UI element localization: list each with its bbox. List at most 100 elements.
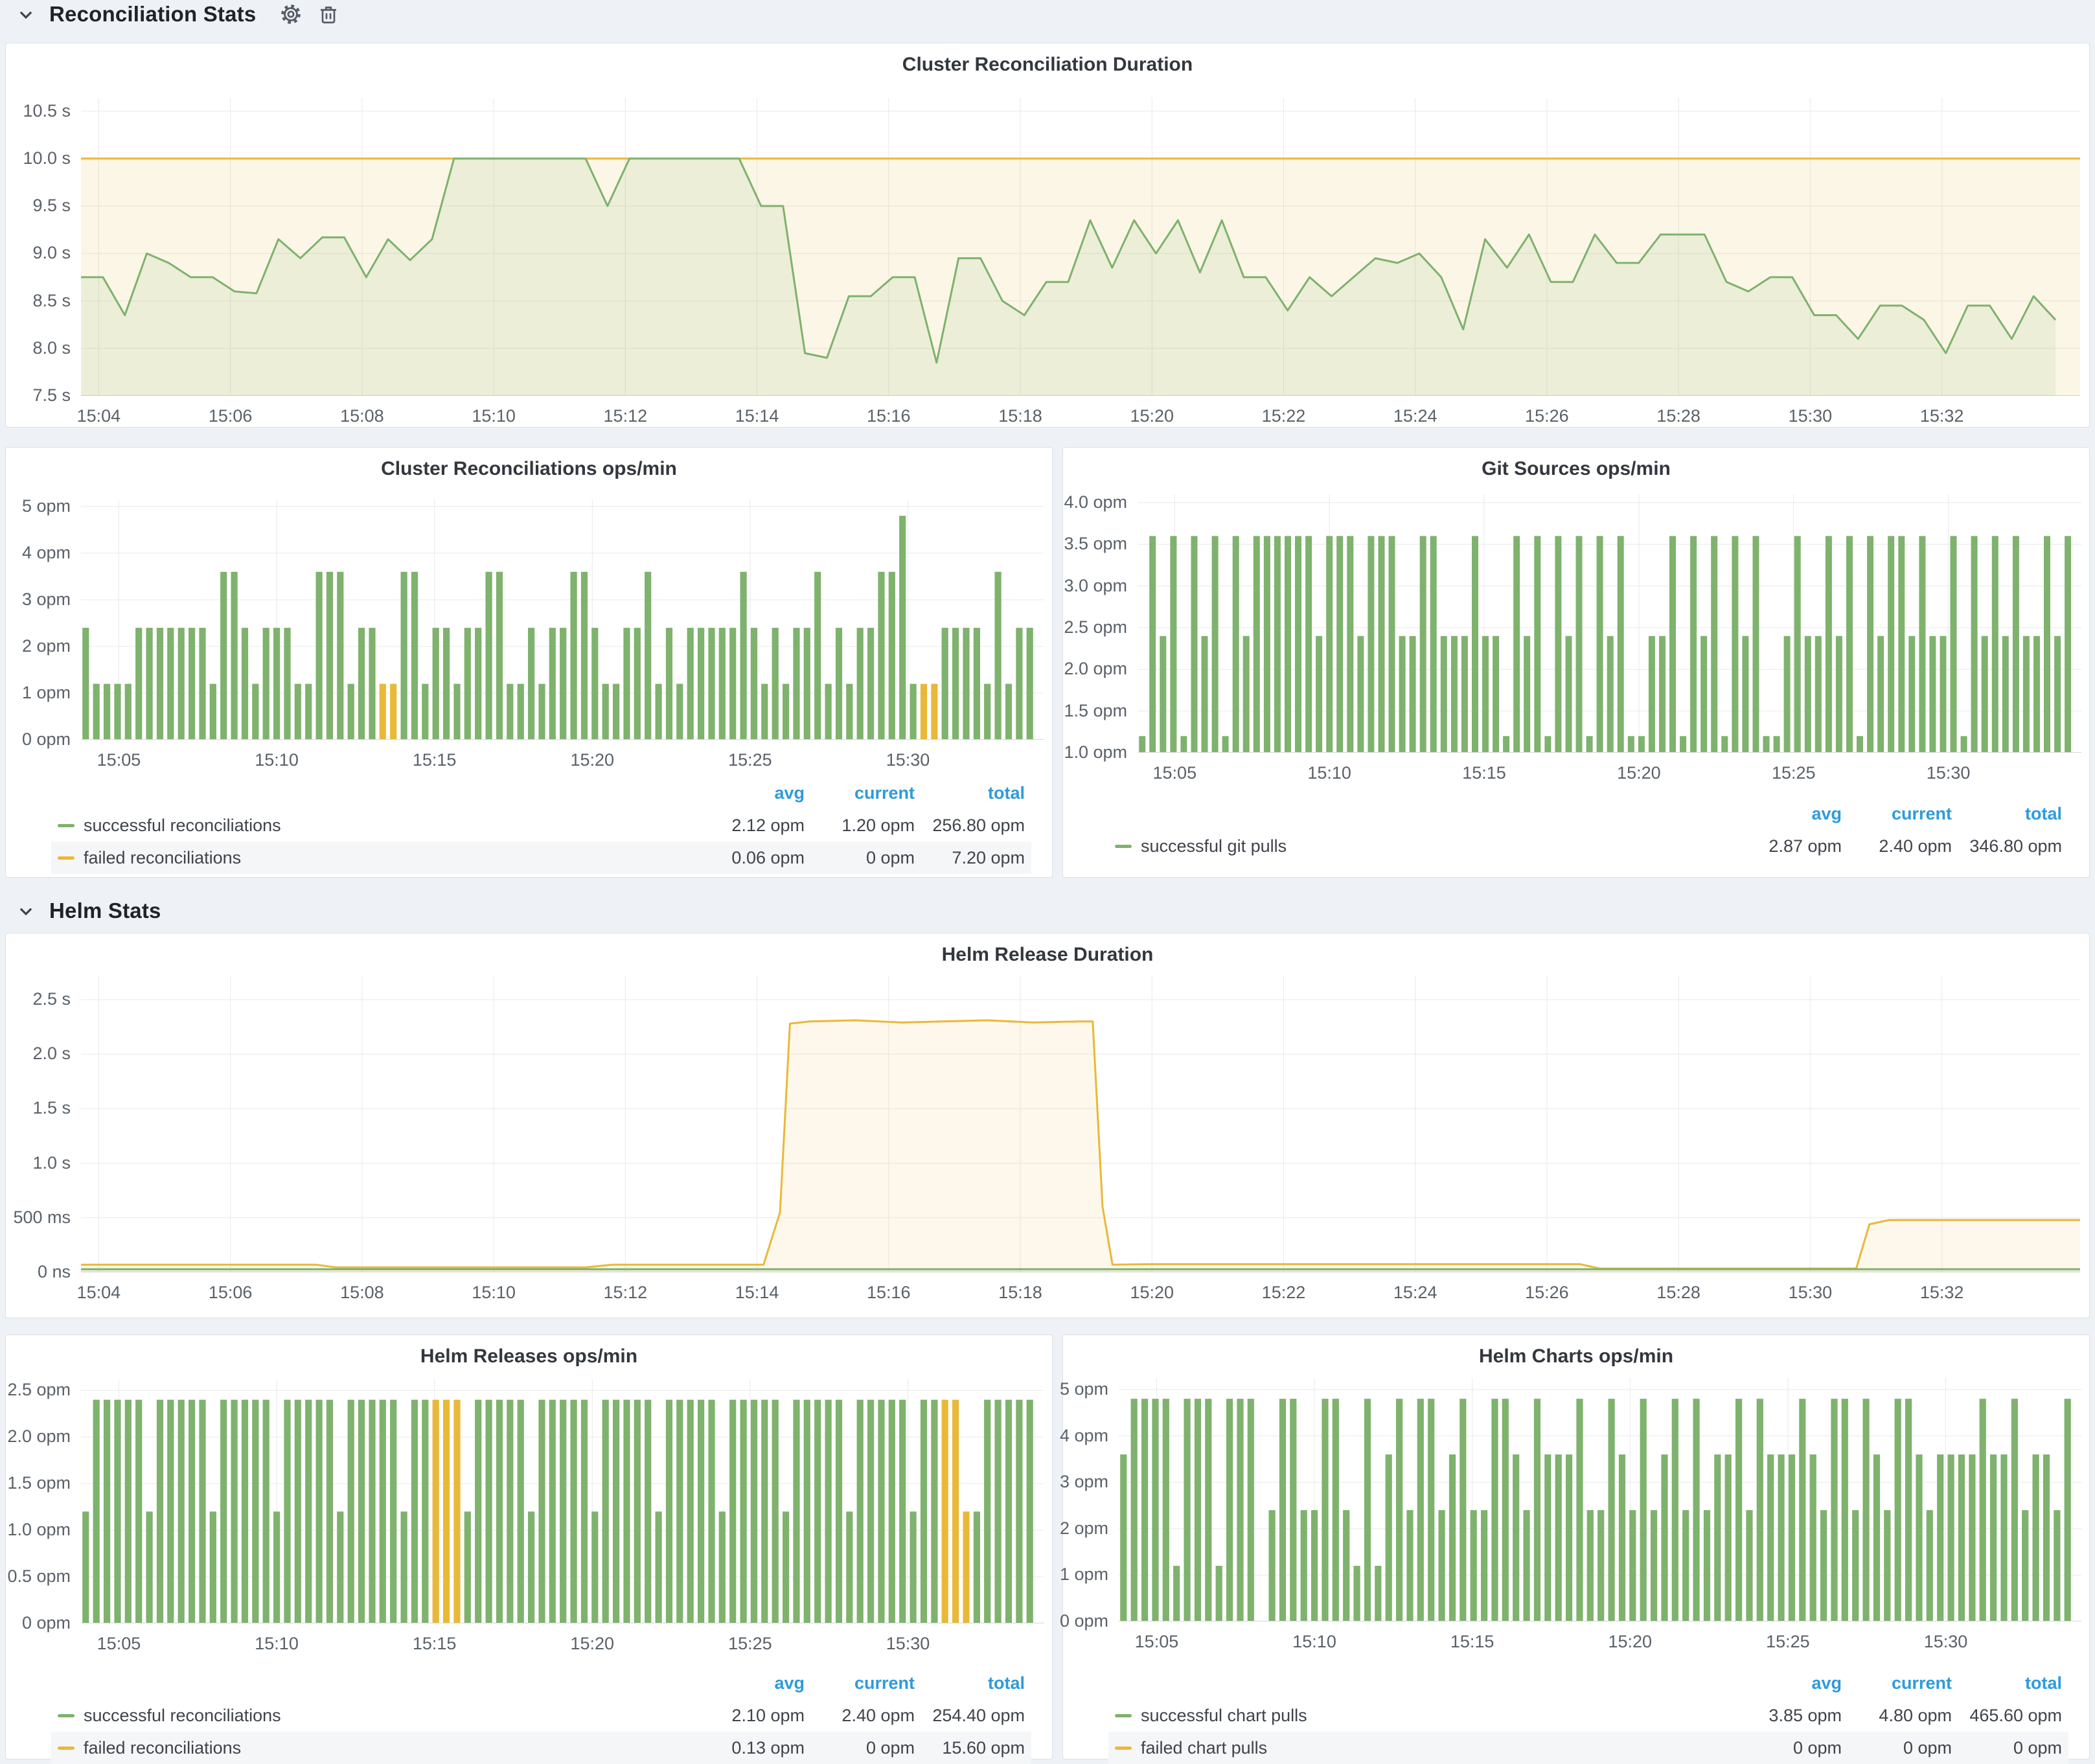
legend-sort-total[interactable]: total <box>988 1673 1025 1693</box>
legend-value: 7.20 opm <box>952 847 1025 867</box>
legend-value: 346.80 opm <box>1969 836 2062 856</box>
axis-tick-label: 15:20 <box>570 750 615 770</box>
legend-row: failed reconciliations 0.06 opm 0 opm 7.20 … <box>51 842 1031 874</box>
panel-title[interactable]: Cluster Reconciliations ops/min <box>381 458 677 479</box>
axis-tick-label: 15:05 <box>1152 763 1197 783</box>
chart-plot[interactable] <box>81 499 1044 740</box>
axis-tick-label: 15:15 <box>1450 1632 1494 1651</box>
axis-tick-label: 10.0 s <box>23 148 71 168</box>
axis-tick-label: 15:20 <box>1617 763 1661 783</box>
legend-value: 1.20 opm <box>841 815 915 835</box>
chart-plot[interactable] <box>1119 1378 2081 1621</box>
panel-cluster-reconciliation-duration: Cluster Reconciliation Duration 15:04 15:… <box>5 43 2090 428</box>
axis-tick-label: 1.0 s <box>32 1152 71 1173</box>
section-helm-stats[interactable]: Helm Stats <box>12 897 161 925</box>
legend-sort-current[interactable]: current <box>1891 1673 1952 1693</box>
legend-sort-total[interactable]: total <box>988 783 1025 803</box>
axis-tick-label: 3.0 opm <box>1064 575 1127 595</box>
series-color-swatch <box>58 1746 74 1750</box>
axis-tick-label: 15:32 <box>1919 406 1964 426</box>
legend-series-toggle[interactable]: failed reconciliations <box>58 1738 241 1758</box>
section-title[interactable]: Reconciliation Stats <box>49 2 257 26</box>
legend-sort-avg[interactable]: avg <box>774 1673 805 1693</box>
axis-tick-label: 15:20 <box>1130 1283 1174 1302</box>
legend-sort-current[interactable]: current <box>1891 803 1952 823</box>
legend-sort-avg[interactable]: avg <box>774 783 805 803</box>
legend-sort-total[interactable]: total <box>2025 803 2062 823</box>
section-reconciliation-stats[interactable]: Reconciliation Stats <box>12 0 343 29</box>
axis-tick-label: 15:04 <box>76 1283 121 1302</box>
legend-series-toggle[interactable]: failed chart pulls <box>1115 1738 1267 1758</box>
legend-series-toggle[interactable]: failed reconciliations <box>58 848 241 868</box>
trash-icon[interactable] <box>314 0 343 29</box>
panel-title[interactable]: Helm Release Duration <box>941 944 1154 965</box>
axis-tick-label: 0 ns <box>37 1262 71 1281</box>
legend-series-toggle[interactable]: successful chart pulls <box>1115 1706 1307 1726</box>
legend-value: 0.13 opm <box>731 1737 805 1758</box>
chevron-down-icon[interactable] <box>12 0 40 29</box>
legend-value: 0 opm <box>865 1737 915 1758</box>
legend-sort-current[interactable]: current <box>854 783 915 803</box>
legend-row: successful reconciliations 2.12 opm 1.20 o… <box>51 809 1031 842</box>
axis-tick-label: 15:16 <box>867 1283 911 1302</box>
axis-tick-label: 1.0 opm <box>1064 742 1127 762</box>
axis-tick-label: 15:05 <box>97 1634 141 1653</box>
axis-tick-label: 500 ms <box>13 1207 71 1227</box>
axis-tick-label: 15:10 <box>472 406 516 426</box>
axis-tick-label: 15:30 <box>1923 1632 1968 1651</box>
panel-title[interactable]: Helm Releases ops/min <box>420 1346 638 1367</box>
panel-helm-charts-opm: Helm Charts ops/min avg current total succe… <box>1060 1334 2090 1764</box>
chart-plot[interactable] <box>81 976 2080 1272</box>
legend-header-row: avg current total <box>51 1667 1031 1699</box>
legend-series-toggle[interactable]: successful reconciliations <box>58 816 281 836</box>
series-color-swatch <box>1115 1713 1132 1717</box>
legend-value: 3.85 opm <box>1769 1705 1842 1725</box>
series-color-swatch <box>58 856 74 860</box>
chart-plot[interactable] <box>1138 494 2081 753</box>
legend-sort-avg[interactable]: avg <box>1811 803 1842 823</box>
chevron-down-icon[interactable] <box>12 897 40 925</box>
axis-tick-label: 4 opm <box>21 542 71 562</box>
panel-title[interactable]: Helm Charts ops/min <box>1478 1346 1674 1367</box>
legend-sort-current[interactable]: current <box>854 1673 915 1693</box>
axis-tick-label: 15:30 <box>1926 763 1971 783</box>
legend-series-toggle[interactable]: successful git pulls <box>1115 836 1287 856</box>
axis-tick-label: 15:04 <box>76 406 121 426</box>
axis-tick-label: 15:10 <box>472 1283 516 1302</box>
axis-tick-label: 15:25 <box>728 1634 772 1653</box>
chart-plot[interactable] <box>81 1379 1044 1623</box>
legend-value: 15.60 opm <box>942 1737 1025 1758</box>
panel-title[interactable]: Git Sources ops/min <box>1482 458 1671 479</box>
axis-tick-label: 15:15 <box>412 750 457 770</box>
axis-tick-label: 15:12 <box>603 1283 648 1302</box>
axis-tick-label: 15:06 <box>208 406 253 426</box>
legend-header-row: avg current total <box>1108 1667 2068 1699</box>
axis-tick-label: 15:30 <box>886 750 930 770</box>
axis-tick-label: 15:05 <box>97 750 141 770</box>
axis-tick-label: 15:18 <box>998 406 1042 426</box>
axis-tick-label: 15:25 <box>728 750 772 770</box>
legend-value: 2.10 opm <box>731 1705 805 1725</box>
legend-sort-total[interactable]: total <box>2025 1673 2062 1693</box>
gear-icon[interactable] <box>277 0 305 29</box>
chart-plot[interactable] <box>81 98 2080 396</box>
axis-tick-label: 15:10 <box>1307 763 1351 783</box>
panel-helm-releases-opm: Helm Releases ops/min avg current total suc… <box>5 1334 1053 1764</box>
axis-tick-label: 4 opm <box>1059 1425 1108 1445</box>
legend-series-toggle[interactable]: successful reconciliations <box>58 1706 281 1726</box>
axis-tick-label: 5 opm <box>1059 1379 1108 1399</box>
panel-title[interactable]: Cluster Reconciliation Duration <box>902 54 1193 75</box>
legend-value: 0 opm <box>1792 1737 1842 1758</box>
axis-tick-label: 7.5 s <box>32 385 71 405</box>
axis-tick-label: 15:18 <box>998 1283 1042 1302</box>
legend-value: 0 opm <box>1903 1737 1952 1758</box>
panel-helm-release-duration: Helm Release Duration 15:04 15:06 15:08 15:… <box>5 933 2090 1318</box>
axis-tick-label: 2.5 s <box>32 989 71 1009</box>
axis-tick-label: 15:20 <box>1608 1632 1653 1651</box>
axis-tick-label: 15:30 <box>1788 1283 1833 1302</box>
legend-value: 0.06 opm <box>731 847 805 867</box>
axis-tick-label: 8.5 s <box>32 290 71 310</box>
legend-sort-avg[interactable]: avg <box>1811 1673 1842 1693</box>
axis-tick-label: 1.5 s <box>32 1098 71 1118</box>
section-title[interactable]: Helm Stats <box>49 899 161 922</box>
